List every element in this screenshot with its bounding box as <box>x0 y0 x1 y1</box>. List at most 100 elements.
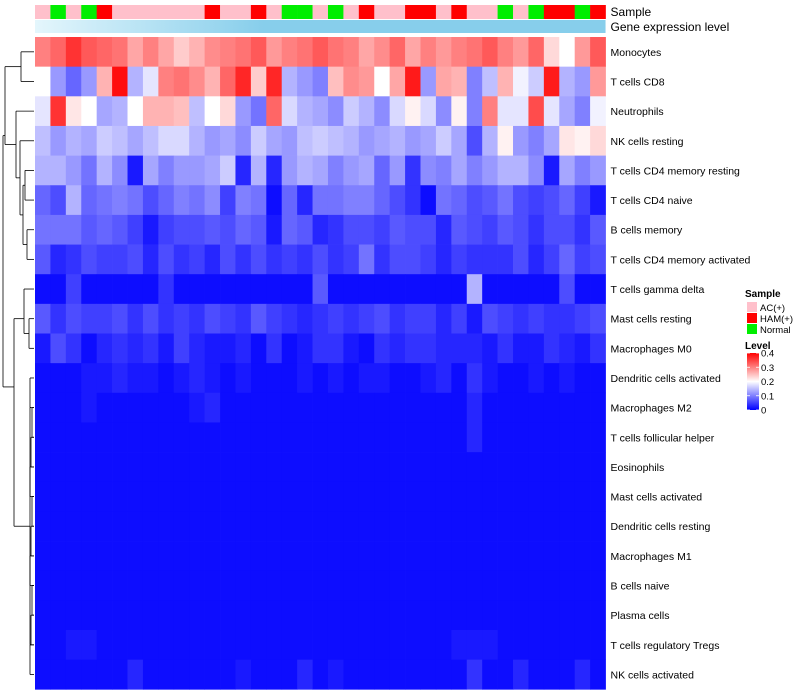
heatmap-cell <box>189 244 205 275</box>
heatmap-cell <box>327 659 344 690</box>
heatmap-cell <box>250 214 267 245</box>
heatmap-cell <box>374 125 391 156</box>
level-tick-label: 0.4 <box>761 349 774 360</box>
heatmap-cell <box>513 659 529 690</box>
legend: Sample AC(+)HAM(+)Normal Level 0.4 0.3 0.2… <box>745 289 793 417</box>
heatmap-cell <box>559 481 576 512</box>
heatmap-cell <box>389 422 406 453</box>
heatmap-cell <box>65 125 82 156</box>
heatmap-cell <box>96 422 113 453</box>
sample-annotation-cell <box>173 5 190 19</box>
heatmap-cell <box>374 452 391 483</box>
heatmap-cell <box>420 333 437 364</box>
heatmap-cell <box>312 66 329 97</box>
heatmap-cell <box>250 96 267 127</box>
heatmap-cell <box>96 37 113 67</box>
heatmap-cell <box>220 570 236 601</box>
heatmap-cell <box>96 274 113 305</box>
heatmap-cell <box>559 185 576 216</box>
heatmap-cell <box>466 185 483 216</box>
heatmap-cell <box>173 630 190 660</box>
heatmap-cell <box>482 244 498 275</box>
heatmap-cell <box>281 363 298 394</box>
heatmap-cell <box>281 37 298 67</box>
row-label: T cells follicular helper <box>611 432 715 444</box>
heatmap-cell <box>112 185 128 216</box>
heatmap-cell <box>127 274 144 305</box>
heatmap-cell <box>250 511 267 542</box>
row-label: T cells gamma delta <box>611 284 705 296</box>
heatmap-cell <box>266 511 283 542</box>
heatmap-cell <box>343 452 360 483</box>
row-label: NK cells activated <box>611 670 695 682</box>
heatmap-cell <box>435 659 452 690</box>
heatmap-cell <box>559 392 576 423</box>
heatmap-cell <box>559 452 576 483</box>
heatmap-cell <box>35 363 51 394</box>
heatmap-cell <box>374 363 391 394</box>
heatmap-cell <box>266 452 283 483</box>
heatmap-cell <box>297 570 313 601</box>
heatmap-cell <box>358 303 375 334</box>
heatmap-cell <box>466 66 483 97</box>
heatmap-cell <box>281 659 298 690</box>
heatmap-cell <box>405 155 421 186</box>
heatmap-cell <box>235 600 252 631</box>
heatmap-cell <box>528 481 545 512</box>
heatmap-cell <box>420 659 437 690</box>
heatmap-cell <box>189 66 205 97</box>
heatmap-cell <box>451 66 468 97</box>
heatmap-cell <box>50 37 67 67</box>
heatmap-cell <box>543 155 560 186</box>
heatmap-cell <box>343 303 360 334</box>
heatmap-cell <box>35 392 51 423</box>
heatmap-cell <box>312 422 329 453</box>
heatmap-cell <box>142 333 159 364</box>
heatmap-cell <box>389 274 406 305</box>
heatmap-cell <box>451 303 468 334</box>
heatmap-cell <box>451 214 468 245</box>
heatmap-cell <box>81 303 98 334</box>
heatmap-cell <box>266 659 283 690</box>
heatmap-cell <box>451 185 468 216</box>
heatmap-cell <box>35 422 51 453</box>
heatmap-cell <box>590 511 606 542</box>
heatmap-cell <box>235 422 252 453</box>
heatmap-cell <box>513 541 529 572</box>
heatmap-cell <box>96 214 113 245</box>
heatmap-cell <box>81 185 98 216</box>
heatmap-cell <box>343 96 360 127</box>
heatmap-cell <box>297 303 313 334</box>
heatmap-cell <box>590 66 606 97</box>
heatmap-cell <box>81 214 98 245</box>
heatmap-cell <box>343 481 360 512</box>
heatmap-cell <box>374 659 391 690</box>
heatmap-cell <box>35 125 51 156</box>
heatmap-cell <box>374 600 391 631</box>
heatmap-cell <box>127 244 144 275</box>
heatmap-cell <box>297 66 313 97</box>
heatmap-cell <box>281 244 298 275</box>
heatmap-cell <box>220 600 236 631</box>
heatmap-cell <box>35 659 51 690</box>
heatmap-cell <box>466 96 483 127</box>
heatmap-cell <box>297 422 313 453</box>
heatmap-cell <box>343 422 360 453</box>
heatmap-cell <box>189 214 205 245</box>
heatmap-cell <box>590 570 606 601</box>
heatmap-cell <box>497 96 514 127</box>
heatmap-cell <box>435 185 452 216</box>
heatmap-cell <box>96 541 113 572</box>
heatmap-cell <box>35 452 51 483</box>
heatmap-cell <box>574 155 591 186</box>
heatmap-cell <box>574 303 591 334</box>
heatmap-cell <box>81 274 98 305</box>
heatmap-cell <box>127 452 144 483</box>
heatmap-cell <box>281 125 298 156</box>
heatmap-cell <box>220 274 236 305</box>
heatmap-cell <box>96 155 113 186</box>
heatmap-cell <box>420 452 437 483</box>
heatmap-cell <box>235 481 252 512</box>
heatmap-cell <box>158 659 175 690</box>
heatmap-cell <box>35 185 51 216</box>
